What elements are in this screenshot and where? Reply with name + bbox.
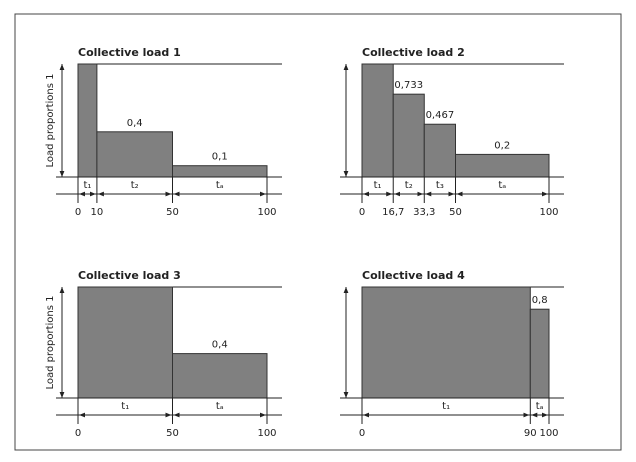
x-tick-label: 16,7 bbox=[382, 207, 404, 218]
segment-label: t₂ bbox=[131, 180, 139, 191]
chart-title: Collective load 2 bbox=[362, 46, 465, 59]
x-tick-label: 100 bbox=[257, 428, 276, 439]
x-tick-label: 100 bbox=[257, 207, 276, 218]
x-tick-label: 50 bbox=[166, 428, 179, 439]
bar bbox=[96, 131, 173, 178]
value-label: 0,2 bbox=[494, 140, 510, 151]
x-tick-label: 50 bbox=[449, 207, 462, 218]
x-tick-label: 0 bbox=[75, 207, 81, 218]
x-tick-label: 0 bbox=[75, 428, 81, 439]
x-tick-label: 33,3 bbox=[413, 207, 435, 218]
bar bbox=[392, 93, 425, 178]
segment-label: tₐ bbox=[216, 401, 224, 412]
x-tick-label: 100 bbox=[539, 428, 558, 439]
segment-label: tₐ bbox=[536, 401, 544, 412]
bar bbox=[529, 308, 550, 399]
bar bbox=[361, 63, 394, 178]
bar bbox=[77, 63, 98, 178]
y-label: Load proportions 1 bbox=[45, 73, 56, 167]
segment-label: tₐ bbox=[216, 180, 224, 191]
value-label: 0,733 bbox=[394, 80, 423, 91]
x-tick-label: 0 bbox=[359, 207, 365, 218]
x-tick-label: 100 bbox=[539, 207, 558, 218]
y-label: Load proportions 1 bbox=[45, 295, 56, 389]
chart-title: Collective load 4 bbox=[362, 269, 465, 282]
value-label: 0,4 bbox=[127, 118, 143, 129]
value-label: 0,467 bbox=[426, 110, 455, 121]
chart-title: Collective load 3 bbox=[78, 269, 181, 282]
segment-label: t₃ bbox=[436, 180, 444, 191]
value-label: 0,8 bbox=[532, 295, 548, 306]
value-label: 0,4 bbox=[212, 340, 228, 351]
value-label: 0,1 bbox=[212, 152, 228, 163]
segment-label: t₁ bbox=[374, 180, 382, 191]
segment-label: t₁ bbox=[83, 180, 91, 191]
frame bbox=[14, 13, 622, 451]
bar bbox=[77, 286, 173, 399]
bar bbox=[172, 165, 268, 178]
bar bbox=[455, 153, 550, 178]
x-tick-label: 0 bbox=[359, 428, 365, 439]
segment-label: t₁ bbox=[442, 401, 450, 412]
chart-title: Collective load 1 bbox=[78, 46, 181, 59]
segment-label: t₁ bbox=[121, 401, 129, 412]
bar bbox=[172, 353, 268, 399]
x-tick-label: 90 bbox=[524, 428, 537, 439]
x-tick-label: 50 bbox=[166, 207, 179, 218]
bar bbox=[423, 123, 456, 178]
bar bbox=[361, 286, 531, 399]
segment-label: t₂ bbox=[405, 180, 413, 191]
x-tick-label: 10 bbox=[91, 207, 104, 218]
segment-label: tₐ bbox=[498, 180, 506, 191]
